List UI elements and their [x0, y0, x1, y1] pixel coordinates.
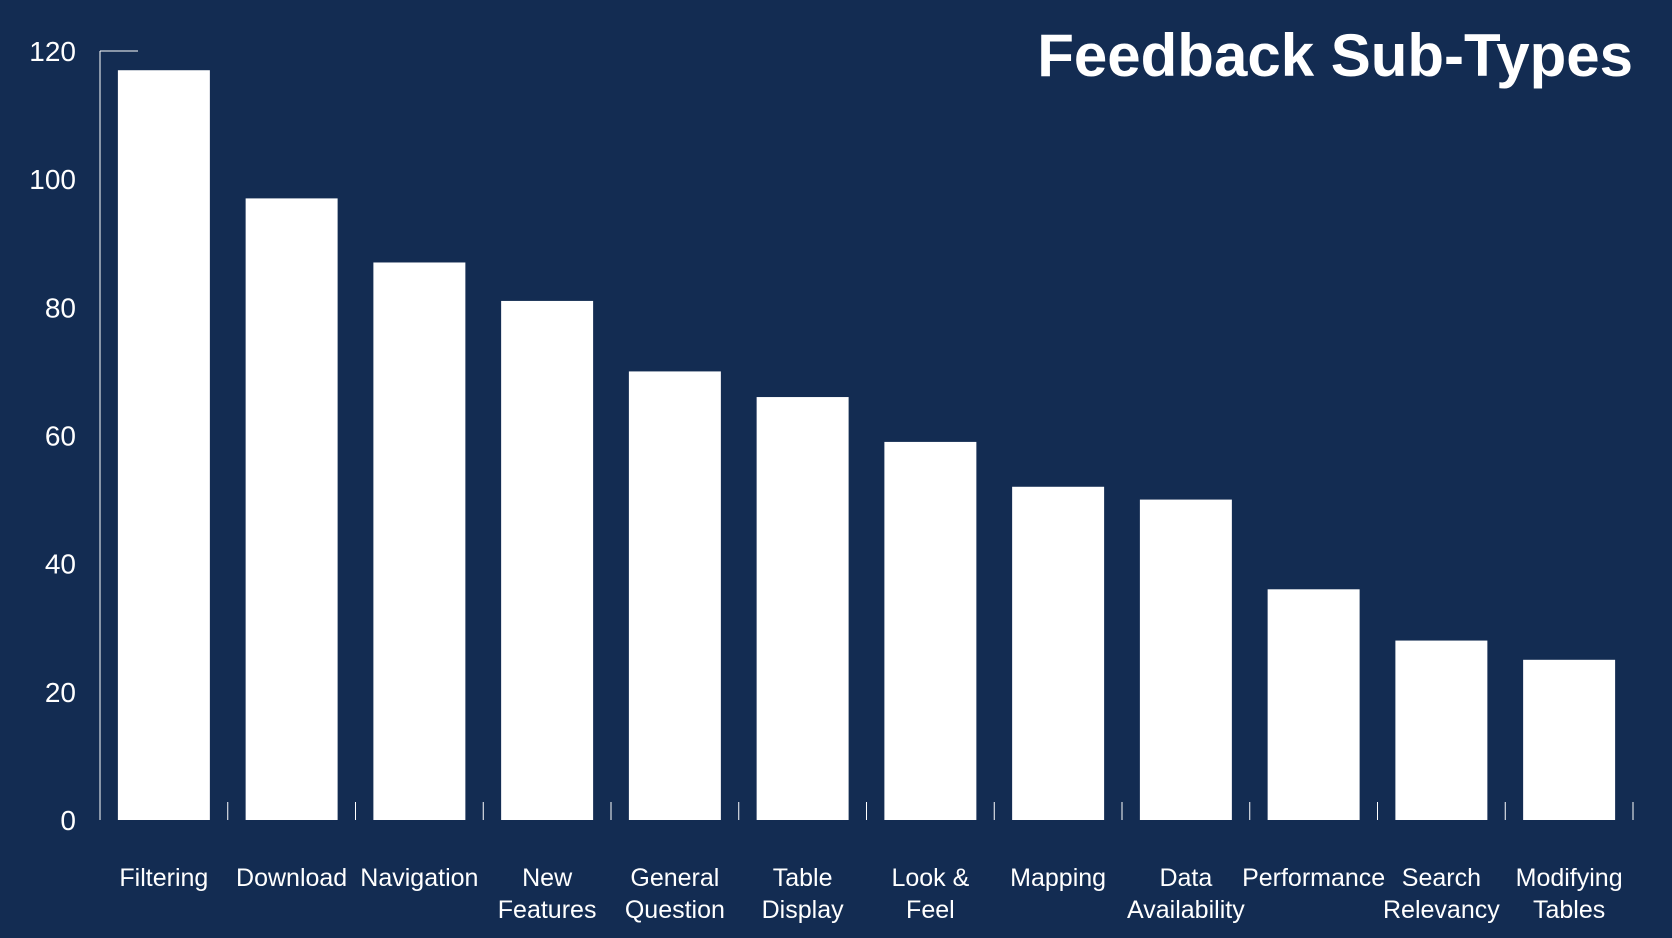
bar: [1139, 499, 1232, 820]
x-category-label-line: New: [522, 864, 573, 892]
x-category-label: Filtering: [119, 864, 208, 892]
x-category-label-line: Download: [236, 864, 347, 892]
x-category-label: Performance: [1242, 864, 1385, 892]
x-category-label-line: Navigation: [360, 864, 478, 892]
x-category-label-line: Feel: [906, 896, 955, 924]
axes: [99, 50, 1634, 820]
x-category-label-line: Table: [773, 864, 833, 892]
y-axis-labels: 0 20 40 60 80 100 120: [29, 36, 76, 836]
bars: [117, 70, 1616, 821]
x-category-label-line: General: [630, 864, 719, 892]
x-category-label: General Question: [625, 864, 725, 924]
bar: [884, 441, 977, 820]
x-category-label: Search Relevancy: [1383, 864, 1500, 924]
x-category-label-line: Data: [1159, 864, 1212, 892]
bar: [628, 371, 721, 820]
y-tick-label: 60: [45, 421, 76, 452]
x-category-label: Mapping: [1010, 864, 1106, 892]
x-category-label: Table Display: [762, 864, 844, 924]
x-category-label-line: Modifying: [1516, 864, 1623, 892]
y-tick-label: 20: [45, 677, 76, 708]
x-category-label-line: Question: [625, 896, 725, 924]
x-category-label-line: Features: [498, 896, 597, 924]
bar: [1523, 659, 1616, 820]
bar: [1395, 640, 1488, 820]
x-axis-labels: Filtering Download Navigation New Features Ge…: [119, 864, 1622, 924]
y-tick-label: 80: [45, 292, 76, 323]
x-category-label: Navigation: [360, 864, 478, 892]
x-category-label-line: Relevancy: [1383, 896, 1500, 924]
bar: [373, 262, 466, 821]
bar: [1267, 589, 1360, 820]
x-category-label: Modifying Tables: [1516, 864, 1623, 924]
bar: [756, 397, 849, 820]
x-category-label-line: Availability: [1127, 896, 1245, 924]
x-category-label-line: Filtering: [119, 864, 208, 892]
y-tick-label: 40: [45, 549, 76, 580]
x-category-label-line: Performance: [1242, 864, 1385, 892]
bar: [501, 300, 594, 820]
y-tick-label: 120: [29, 36, 76, 67]
x-category-label: Look & Feel: [891, 864, 969, 924]
bar: [117, 70, 210, 821]
bar: [245, 198, 338, 820]
y-tick-label: 100: [29, 164, 76, 195]
chart-title: Feedback Sub-Types: [1037, 22, 1633, 89]
x-category-label: New Features: [498, 864, 597, 924]
x-category-label: Download: [236, 864, 347, 892]
y-tick-label: 0: [60, 805, 76, 836]
x-category-label-line: Look &: [891, 864, 969, 892]
bar: [1012, 486, 1105, 820]
x-category-label-line: Search: [1402, 864, 1481, 892]
x-category-label-line: Display: [762, 896, 844, 924]
x-category-label: Data Availability: [1127, 864, 1245, 924]
x-category-label-line: Tables: [1533, 896, 1605, 924]
x-category-label-line: Mapping: [1010, 864, 1106, 892]
